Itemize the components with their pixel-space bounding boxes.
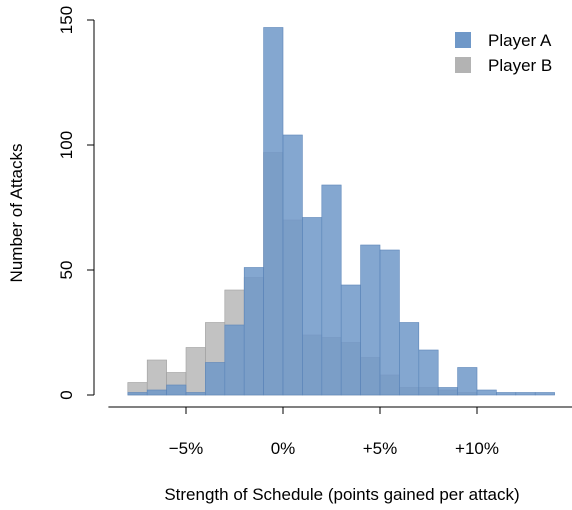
player-a-bar — [534, 392, 555, 396]
player-a-bar — [205, 362, 226, 396]
player-a-bar — [302, 217, 323, 396]
player-a-bar — [496, 392, 517, 396]
y-tick-label: 100 — [57, 131, 76, 159]
player-a-bar — [476, 389, 497, 396]
player-a-bar — [437, 387, 458, 396]
player-a-bar — [224, 324, 245, 396]
player-a-bar — [185, 392, 206, 396]
y-tick-label: 0 — [57, 390, 76, 399]
player-b-bar — [185, 347, 206, 396]
player-b-legend-swatch — [455, 57, 471, 73]
y-tick-label: 50 — [57, 261, 76, 280]
y-tick-label: 150 — [57, 6, 76, 34]
axes: −5% 0% +5% +10% 0 50 100 150 — [57, 6, 572, 458]
player-a-bar — [127, 392, 148, 396]
player-a-bar — [243, 267, 264, 396]
player-a-legend-swatch — [455, 32, 471, 48]
player-a-bar — [515, 392, 536, 396]
player-a-bar — [379, 249, 400, 396]
x-tick-label: 0% — [271, 439, 296, 458]
player-a-bar — [282, 134, 303, 396]
x-axis-title: Strength of Schedule (points gained per … — [164, 485, 519, 504]
player-a-bar — [340, 284, 361, 396]
x-tick-label: +5% — [363, 439, 398, 458]
player-a-bar — [360, 244, 381, 396]
player-a-bar — [263, 27, 284, 396]
player-a-bar — [146, 389, 167, 396]
player-a-bar — [321, 184, 342, 396]
player-a-bar — [166, 384, 187, 396]
player-a-bar — [399, 322, 420, 396]
x-tick-label: +10% — [455, 439, 499, 458]
x-tick-label: −5% — [169, 439, 204, 458]
legend: Player A Player B — [455, 31, 552, 75]
player-a-bars — [127, 27, 555, 396]
player-a-bar — [418, 349, 439, 396]
player-a-bar — [457, 367, 478, 396]
player-a-legend-label: Player A — [488, 31, 552, 50]
y-axis-title: Number of Attacks — [7, 144, 26, 283]
player-b-legend-label: Player B — [488, 56, 552, 75]
